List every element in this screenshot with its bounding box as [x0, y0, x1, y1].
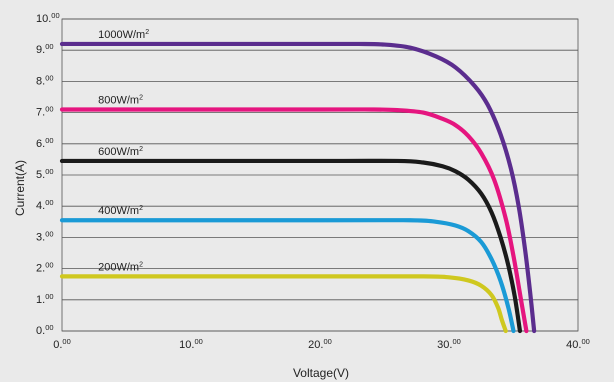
y-tick-label-5: 5.00: [36, 167, 54, 181]
series-line-1: [59, 107, 529, 334]
y-tick-label-1: 1.00: [36, 292, 54, 306]
y-tick-label-9: 9.00: [36, 42, 54, 56]
x-tick-label-2-main: 20.: [308, 339, 323, 351]
y-tick-label-9-main: 9.: [36, 44, 45, 56]
x-tick-label-3-main: 30.: [437, 339, 452, 351]
grid-layer: [61, 18, 579, 332]
y-tick-label-5-sup: 00: [45, 167, 53, 176]
x-tick-label-1-sup: 00: [194, 337, 202, 346]
y-tick-label-2-sup: 00: [45, 261, 53, 270]
y-tick-label-5-main: 5.: [36, 169, 45, 181]
y-tick-label-6: 6.00: [36, 136, 54, 150]
series-label-1-sup: 2: [139, 94, 143, 101]
x-tick-label-4-sup: 00: [581, 337, 589, 346]
y-tick-label-2: 2.00: [36, 261, 54, 275]
y-tick-label-8-sup: 00: [45, 73, 53, 82]
y-tick-label-8-main: 8.: [36, 75, 45, 87]
series-line-0: [59, 41, 537, 334]
series-label-2-name: 600W/m: [98, 146, 139, 158]
y-tick-label-4: 4.00: [36, 198, 54, 212]
x-tick-label-1: 10.00: [179, 337, 203, 351]
x-axis-label: Voltage(V): [293, 366, 349, 380]
tick-layer: 0.001.002.003.004.005.006.007.008.009.00…: [36, 11, 590, 351]
y-axis-label: Current(A): [13, 160, 27, 216]
series-line-2: [59, 158, 523, 334]
series-label-3-name: 400W/m: [98, 205, 139, 217]
y-tick-label-10-main: 10.: [36, 13, 51, 25]
series-label-1: 800W/m2: [98, 94, 143, 106]
y-tick-label-0: 0.00: [36, 323, 54, 337]
series-line-3: [59, 218, 516, 334]
y-tick-label-4-main: 4.: [36, 200, 45, 212]
y-tick-label-7-sup: 00: [45, 105, 53, 114]
series-label-2-sup: 2: [139, 146, 143, 153]
y-tick-label-10: 10.00: [36, 11, 60, 25]
series-layer: [59, 41, 537, 334]
y-tick-label-6-main: 6.: [36, 138, 45, 150]
y-tick-label-6-sup: 00: [45, 136, 53, 145]
series-label-4-name: 200W/m: [98, 261, 139, 273]
x-tick-label-0-sup: 00: [62, 337, 70, 346]
y-tick-label-0-sup: 00: [45, 323, 53, 332]
y-tick-label-10-sup: 00: [51, 11, 59, 20]
series-label-0-name: 1000W/m: [98, 29, 145, 41]
y-tick-label-1-main: 1.: [36, 294, 45, 306]
series-label-3-sup: 2: [139, 205, 143, 212]
x-tick-label-0: 0.00: [53, 337, 71, 351]
series-label-0: 1000W/m2: [98, 29, 149, 41]
y-tick-label-0-main: 0.: [36, 325, 45, 337]
x-tick-label-0-main: 0.: [53, 339, 62, 351]
y-tick-label-8: 8.00: [36, 73, 54, 87]
x-tick-label-2: 20.00: [308, 337, 332, 351]
y-tick-label-7: 7.00: [36, 105, 54, 119]
x-tick-label-1-main: 10.: [179, 339, 194, 351]
y-tick-label-4-sup: 00: [45, 198, 53, 207]
x-tick-label-4-main: 40.: [566, 339, 581, 351]
series-label-3: 400W/m2: [98, 205, 143, 217]
series-line-4: [59, 274, 508, 334]
y-tick-label-3-sup: 00: [45, 229, 53, 238]
x-tick-label-4: 40.00: [566, 337, 590, 351]
series-label-4: 200W/m2: [98, 261, 143, 273]
x-tick-label-3: 30.00: [437, 337, 461, 351]
series-label-4-sup: 2: [139, 261, 143, 268]
series-label-1-name: 800W/m: [98, 94, 139, 106]
y-tick-label-9-sup: 00: [45, 42, 53, 51]
series-label-0-sup: 2: [145, 29, 149, 36]
y-tick-label-2-main: 2.: [36, 263, 45, 275]
x-tick-label-3-sup: 00: [452, 337, 460, 346]
y-tick-label-1-sup: 00: [45, 292, 53, 301]
y-tick-label-3: 3.00: [36, 229, 54, 243]
y-tick-label-7-main: 7.: [36, 107, 45, 119]
x-tick-label-2-sup: 00: [323, 337, 331, 346]
series-label-2: 600W/m2: [98, 146, 143, 158]
y-tick-label-3-main: 3.: [36, 231, 45, 243]
